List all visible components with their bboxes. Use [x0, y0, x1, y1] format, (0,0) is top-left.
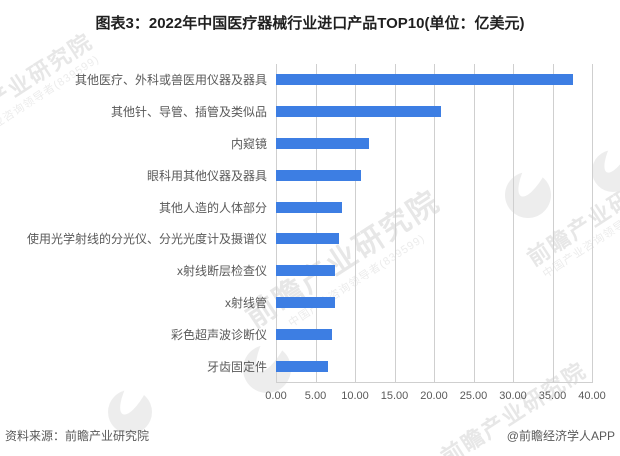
credit-note: @前瞻经济学人APP [506, 429, 615, 443]
x-tick-label: 10.00 [341, 390, 369, 402]
bar-row [276, 223, 592, 255]
bar-row [276, 350, 592, 382]
x-tick-label: 25.00 [459, 390, 488, 402]
bar [276, 201, 342, 213]
gridline [552, 64, 554, 382]
gridline [315, 64, 317, 382]
category-label: 使用光学射线的分光仪、分光光度计及摄谱仪 [26, 232, 267, 247]
category-label: 牙齿固定件 [206, 359, 267, 374]
bar [276, 328, 333, 340]
category-label: 内窥镜 [230, 136, 267, 151]
bar-row [276, 255, 592, 287]
bar-row [276, 287, 592, 319]
gridline [473, 64, 475, 382]
bar [276, 296, 336, 308]
bar-row [276, 96, 592, 128]
x-tick-label: 35.00 [538, 390, 567, 402]
chart-body: 其他医疗、外科或兽医用仪器及器具其他针、导管、插管及类似品内窥镜眼科用其他仪器及… [0, 64, 593, 382]
bar [276, 360, 329, 372]
category-label: 眼科用其他仪器及器具 [146, 168, 267, 183]
category-label: 其他医疗、外科或兽医用仪器及器具 [74, 73, 267, 88]
bar-series [276, 64, 592, 382]
x-tick-label: 5.00 [304, 390, 327, 402]
gridline [355, 64, 356, 382]
x-tick-label: 30.00 [499, 390, 527, 402]
x-axis-ticks: 0.00 5.00 10.00 15.00 20.00 25.00 30.00 35.00 40… [265, 390, 605, 404]
plot-area [276, 64, 593, 382]
bar-row [276, 191, 592, 223]
gridline [513, 64, 514, 382]
category-label: x射线断层检查仪 [176, 264, 267, 279]
chart-title: 图表3：2022年中国医疗器械行业进口产品TOP10(单位：亿美元) [95, 15, 525, 32]
bar [276, 169, 362, 181]
category-axis: 其他医疗、外科或兽医用仪器及器具其他针、导管、插管及类似品内窥镜眼科用其他仪器及… [0, 64, 276, 382]
category-label: 其他针、导管、插管及类似品 [110, 105, 267, 120]
bar [276, 137, 370, 149]
gridline [434, 64, 435, 382]
x-axis-line [276, 382, 593, 383]
category-label: 其他人造的人体部分 [158, 200, 267, 215]
x-tick-label: 0.00 [265, 390, 287, 402]
gridline [394, 64, 396, 382]
bar-row [276, 128, 592, 160]
bar-row [276, 64, 592, 96]
gridline [276, 64, 277, 382]
bar-row [276, 159, 592, 191]
gridline [592, 64, 593, 382]
x-tick-label: 40.00 [578, 390, 606, 402]
bar [276, 74, 574, 86]
source-note: 资料来源：前瞻产业研究院 [5, 429, 150, 443]
category-label: 彩色超声波诊断仪 [170, 327, 267, 342]
x-tick-label: 20.00 [420, 390, 448, 402]
bar-row [276, 318, 592, 350]
bar [276, 106, 442, 118]
bar [276, 265, 336, 277]
bar [276, 233, 340, 245]
x-tick-label: 15.00 [380, 390, 409, 402]
category-label: x射线管 [224, 295, 267, 310]
watermark-logo-icon [592, 150, 620, 192]
